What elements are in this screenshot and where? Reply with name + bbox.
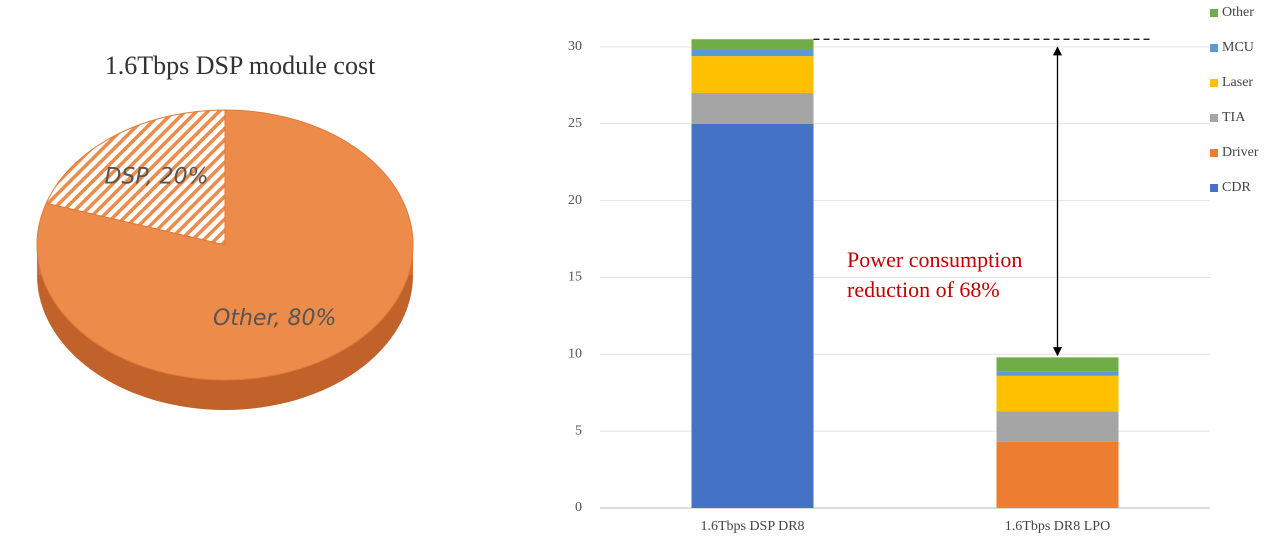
- annotation: reduction of 68%: [847, 277, 1000, 302]
- x-tick-label: 1.6Tbps DSP DR8: [700, 519, 804, 534]
- legend-swatch: [1210, 9, 1218, 17]
- y-tick-label: 15: [568, 270, 582, 285]
- y-tick-label: 30: [568, 39, 582, 54]
- bar-chart: 0 5 10 15 20 25 30 1.6Tbps DSP DR8 1.6Tbps DR8 L…: [568, 5, 1259, 534]
- legend-label: Laser: [1222, 75, 1253, 90]
- pie-slice: [45, 109, 226, 246]
- legend-label: TIA: [1222, 110, 1246, 125]
- legend-swatch: [1210, 44, 1218, 52]
- pie-label: Other, 80%: [213, 306, 336, 331]
- legend-swatch: [1210, 114, 1218, 122]
- y-tick-label: 20: [568, 193, 582, 208]
- pie-slice: [36, 109, 414, 381]
- bar-segment: [996, 375, 1119, 412]
- bar-segment: [996, 357, 1119, 372]
- annotation: Power consumption: [847, 247, 1022, 272]
- legend-label: Driver: [1222, 145, 1259, 160]
- bar-segment: [691, 49, 814, 57]
- bar-segment: [996, 411, 1119, 442]
- bar-segment: [691, 56, 814, 94]
- legend-swatch: [1210, 79, 1218, 87]
- x-tick-label: 1.6Tbps DR8 LPO: [1005, 519, 1110, 534]
- bar-segment: [691, 123, 814, 508]
- pie-chart: DSP, 20% Other, 80%: [36, 109, 414, 410]
- y-tick-label: 5: [575, 423, 582, 438]
- legend-swatch: [1210, 184, 1218, 192]
- y-tick-label: 0: [575, 500, 582, 515]
- legend-label: CDR: [1222, 180, 1251, 195]
- legend-swatch: [1210, 149, 1218, 157]
- pie-title: 1.6Tbps DSP module cost: [105, 51, 376, 80]
- bar-segment: [691, 39, 814, 50]
- bar-segment: [996, 371, 1119, 376]
- legend-label: Other: [1222, 5, 1254, 20]
- bar-segment: [691, 93, 814, 124]
- bar-segment: [996, 441, 1119, 508]
- pie-label: DSP, 20%: [104, 164, 208, 189]
- y-tick-label: 25: [568, 116, 582, 131]
- y-tick-label: 10: [568, 347, 582, 362]
- legend-label: MCU: [1222, 40, 1254, 55]
